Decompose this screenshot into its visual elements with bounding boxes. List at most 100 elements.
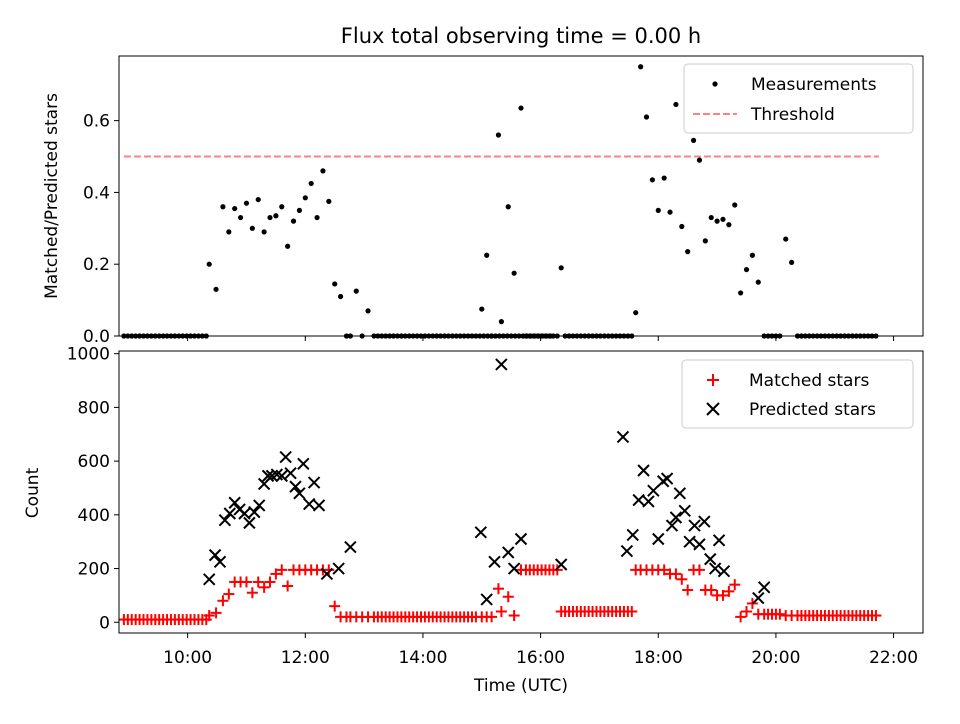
measurement-point <box>332 281 338 287</box>
measurement-point <box>296 207 303 213</box>
bottom-panel: 0 200 400 600 800 1000 10:00 12:00 14:00 16:00 18… <box>23 345 924 696</box>
measurement-point <box>673 101 679 108</box>
legend-matched-marker <box>707 374 719 386</box>
measurement-point <box>643 114 650 120</box>
predicted-star-point <box>626 528 639 542</box>
matched-star-point <box>746 597 758 609</box>
matched-star-point <box>323 564 335 576</box>
measurement-point <box>649 177 655 183</box>
measurement-point <box>326 198 332 204</box>
predicted-star-point <box>693 538 706 551</box>
bottom-x-ticks: 10:00 12:00 14:00 16:00 18:00 20:00 22:00 <box>163 633 918 668</box>
predicted-star-point <box>243 516 256 530</box>
predicted-star-point <box>320 567 334 581</box>
predicted-star-point <box>647 484 660 497</box>
top-y-tick-label: 0.4 <box>83 183 110 203</box>
legend-threshold-label: Threshold <box>750 105 835 125</box>
measurement-point <box>755 279 761 285</box>
predicted-star-point <box>683 535 696 548</box>
measurement-point <box>495 132 502 138</box>
measurement-point <box>505 204 511 210</box>
bottom-y-tick-label: 800 <box>78 398 110 418</box>
legend-predicted-marker <box>706 402 720 416</box>
predicted-star-point <box>660 472 674 485</box>
measurement-point <box>738 290 744 296</box>
measurement-point <box>511 270 517 276</box>
bottom-x-tick-label: 10:00 <box>163 648 212 668</box>
top-y-tick-label: 0.0 <box>83 327 110 347</box>
matched-star-point <box>502 591 514 603</box>
predicted-star-point <box>669 511 683 524</box>
measurement-point <box>285 243 291 249</box>
x-axis-label: Time (UTC) <box>473 676 568 696</box>
measurement-point <box>558 265 564 271</box>
predicted-star-point <box>474 526 488 539</box>
matched-star-point <box>670 568 682 580</box>
matched-star-point <box>551 564 563 576</box>
matched-star-point <box>705 584 717 596</box>
legend-measurements-marker <box>712 81 718 87</box>
measurement-point <box>498 319 504 325</box>
predicted-star-point <box>514 532 528 546</box>
predicted-star-point <box>688 519 701 532</box>
predicted-star-point <box>223 507 237 520</box>
bottom-legend: Matched stars Predicted stars <box>681 359 914 429</box>
matched-star-point <box>246 587 258 599</box>
predicted-star-point <box>704 552 717 566</box>
measurement-point <box>290 218 297 224</box>
predicted-star-point <box>678 504 691 518</box>
predicted-star-point <box>708 562 722 575</box>
predicted-star-point <box>253 499 266 512</box>
predicted-star-point <box>698 515 711 528</box>
predicted-star-point <box>293 487 306 500</box>
predicted-star-point <box>228 496 241 509</box>
predicted-star-point <box>238 507 251 520</box>
predicted-star-point <box>480 593 493 606</box>
measurement-point <box>314 214 320 221</box>
matched-star-point <box>729 579 741 591</box>
predicted-star-point <box>752 591 765 605</box>
measurement-point <box>353 288 359 294</box>
top-y-ticks: 0.0 0.2 0.4 0.6 <box>83 112 119 347</box>
predicted-star-point <box>208 548 222 562</box>
bottom-axes-frame <box>118 350 924 634</box>
matched-star-point <box>676 573 688 585</box>
predicted-star-point <box>507 562 521 575</box>
predicted-star-point <box>616 430 630 444</box>
predicted-star-point <box>332 562 345 575</box>
measurement-point <box>655 207 661 213</box>
top-axes-frame <box>118 55 924 337</box>
measurement-point <box>518 105 524 111</box>
measurement-point <box>279 204 285 210</box>
predicted-star-point <box>652 532 665 546</box>
measurement-point <box>696 157 703 163</box>
bottom-y-tick-label: 400 <box>78 506 110 526</box>
predicted-star-point <box>620 544 634 558</box>
measurement-point <box>638 64 644 70</box>
matched-star-point <box>870 610 882 622</box>
bottom-marks <box>118 358 882 626</box>
bottom-x-tick-label: 16:00 <box>516 648 565 668</box>
predicted-star-point <box>637 464 650 477</box>
measurement-point <box>726 222 732 228</box>
measurement-point <box>273 213 279 219</box>
matched-star-point <box>270 568 282 580</box>
measurement-point <box>308 180 314 187</box>
matched-star-point <box>693 564 705 576</box>
bottom-y-tick-label: 200 <box>78 560 110 580</box>
measurement-point <box>237 214 244 221</box>
predicted-star-point <box>554 558 568 571</box>
measurement-point <box>243 200 250 206</box>
matched-star-point <box>626 606 638 618</box>
matched-star-point <box>741 606 753 618</box>
measurement-point <box>720 216 726 222</box>
measurement-point <box>789 259 795 266</box>
measurement-point <box>783 236 789 242</box>
measurement-point <box>690 137 697 143</box>
measurement-point <box>337 293 344 300</box>
matched-star-point <box>264 576 276 588</box>
matched-star-point <box>658 564 670 576</box>
measurement-point <box>702 238 708 244</box>
predicted-star-point <box>279 450 292 464</box>
predicted-star-point <box>284 466 297 480</box>
